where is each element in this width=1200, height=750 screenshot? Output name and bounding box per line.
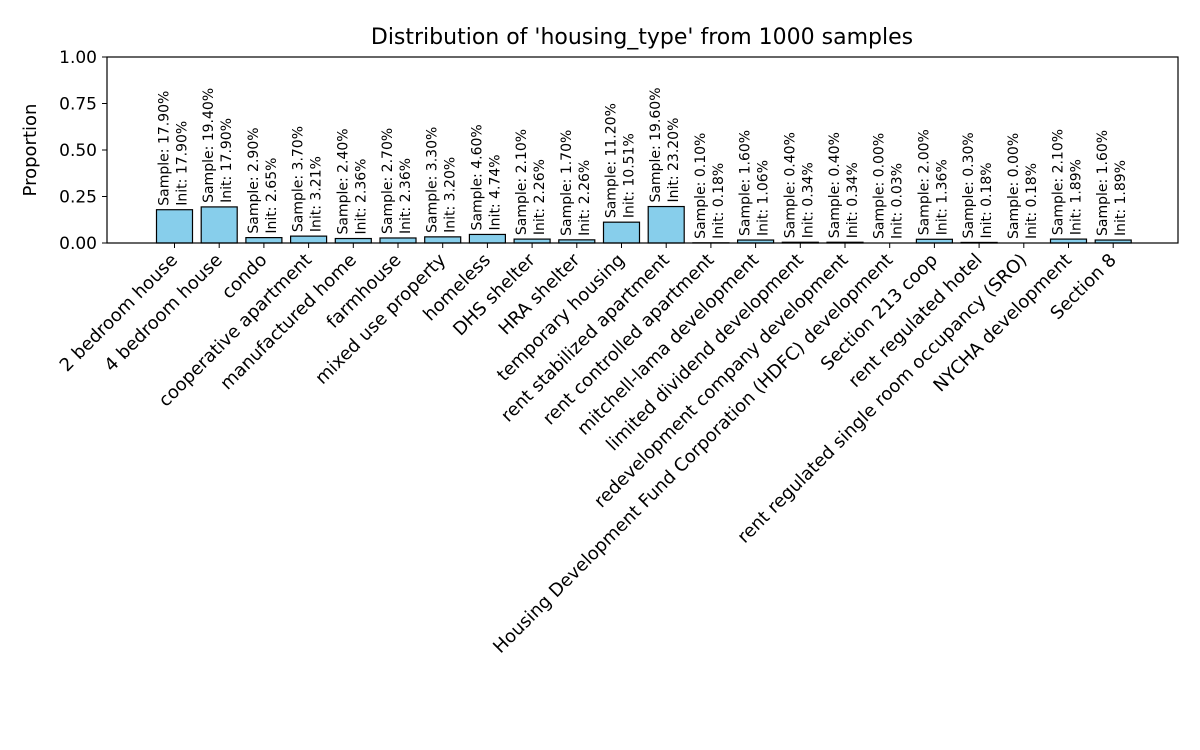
bar [200, 206, 238, 244]
bar-sample-label: Sample: 2.90% [246, 127, 262, 233]
bar-sample-label: Sample: 3.70% [291, 126, 307, 232]
y-axis-label: Proportion [20, 104, 41, 197]
bar-init-label: Init: 0.18% [979, 162, 995, 238]
chart-title: Distribution of 'housing_type' from 1000… [371, 25, 913, 50]
bar-init-label: Init: 0.34% [845, 162, 861, 238]
bar [245, 237, 283, 244]
y-tick-label: 0.25 [59, 188, 97, 208]
bar-init-label: Init: 3.21% [309, 156, 325, 232]
plot-frame [106, 56, 1179, 244]
bar-init-label: Init: 1.89% [1069, 159, 1085, 235]
bar [468, 233, 506, 244]
bar [155, 209, 194, 244]
bar-init-label: Init: 2.26% [532, 159, 548, 235]
bar-sample-label: Sample: 0.00% [872, 133, 888, 239]
y-tick-label: 0.00 [59, 234, 97, 254]
bar-init-label: Init: 0.34% [800, 162, 816, 238]
bar-sample-label: Sample: 1.60% [1095, 130, 1111, 236]
bar-init-label: Init: 2.36% [353, 159, 369, 235]
bar-init-label: Init: 17.90% [219, 118, 235, 203]
y-axis-ticks: 0.00 0.25 0.50 0.75 1.00 [59, 48, 107, 254]
bar-sample-label: Sample: 2.40% [335, 128, 351, 234]
bar-sample-label: Sample: 1.70% [559, 130, 575, 236]
bar-sample-label: Sample: 0.10% [693, 133, 709, 239]
y-tick-label: 0.50 [59, 141, 97, 161]
bar-sample-label: Sample: 3.30% [425, 127, 441, 233]
bar-init-label: Init: 1.06% [756, 160, 772, 236]
bar-sample-label: Sample: 11.20% [604, 103, 620, 218]
bar-sample-label: Sample: 2.70% [380, 128, 396, 234]
bar [602, 221, 641, 244]
bar-sample-label: Sample: 4.60% [469, 124, 485, 230]
bar-sample-label: Sample: 19.40% [201, 88, 217, 203]
bar-init-label: Init: 0.18% [1024, 163, 1040, 239]
data-labels: Sample: 17.90% Init: 17.90% Sample: 19.40%… [157, 87, 1130, 239]
bar-init-label: Init: 1.36% [934, 159, 950, 235]
bar [379, 237, 417, 244]
bar-init-label: Init: 3.20% [443, 157, 459, 233]
bar-sample-label: Sample: 2.10% [514, 129, 530, 235]
bar-sample-label: Sample: 0.00% [1006, 133, 1022, 239]
bar-sample-label: Sample: 0.30% [961, 132, 977, 238]
bar-sample-label: Sample: 1.60% [738, 130, 754, 236]
y-tick-label: 0.75 [59, 95, 97, 115]
bar-sample-label: Sample: 0.40% [782, 132, 798, 238]
bar [290, 235, 328, 244]
bar [647, 205, 685, 244]
bar [334, 237, 372, 244]
bar-init-label: Init: 23.20% [666, 118, 682, 203]
bar-init-label: Init: 4.74% [487, 154, 503, 230]
bar-sample-label: Sample: 0.40% [827, 132, 843, 238]
bar-sample-label: Sample: 2.10% [1051, 129, 1067, 235]
bar-init-label: Init: 2.65% [264, 158, 280, 234]
bar-sample-label: Sample: 2.00% [916, 129, 932, 235]
bar-sample-label: Sample: 19.60% [648, 87, 664, 202]
bar-init-label: Init: 17.90% [175, 121, 191, 206]
bar [424, 236, 462, 244]
bar-init-label: Init: 2.36% [398, 158, 414, 234]
bar-init-label: Init: 0.03% [890, 163, 906, 239]
y-tick-label: 1.00 [59, 48, 97, 68]
bar-init-label: Init: 10.51% [622, 133, 638, 218]
bar-init-label: Init: 2.26% [577, 160, 593, 236]
bar-init-label: Init: 0.18% [711, 163, 727, 239]
bar-init-label: Init: 1.89% [1113, 160, 1129, 236]
bar-sample-label: Sample: 17.90% [157, 91, 173, 206]
